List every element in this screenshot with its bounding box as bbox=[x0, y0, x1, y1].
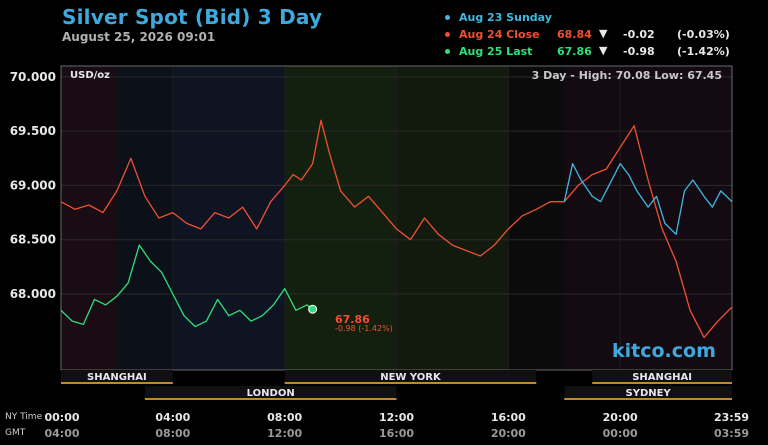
legend-change: -0.02 bbox=[623, 28, 655, 41]
y-tick-label: 69.000 bbox=[10, 178, 56, 192]
y-tick-label: 69.500 bbox=[10, 124, 56, 138]
session-shade bbox=[284, 66, 397, 370]
session-shade bbox=[396, 66, 509, 370]
session-label: SHANGHAI bbox=[632, 372, 692, 383]
y-tick-label: 68.000 bbox=[10, 287, 56, 301]
legend-dot bbox=[445, 15, 450, 20]
y-axis: 70.000 69.500 69.000 68.500 68.000 bbox=[10, 70, 56, 301]
x-tick-label-gmt: 12:00 bbox=[267, 427, 302, 440]
legend-label: Aug 24 Close bbox=[459, 28, 540, 41]
x-axis: 00:00 04:00 04:00 08:00 08:00 12:00 12:00 16:00… bbox=[5, 411, 749, 440]
chart-subtitle: August 25, 2026 09:01 bbox=[62, 30, 216, 44]
session-bg bbox=[144, 386, 397, 399]
x-tick-label-ny: 08:00 bbox=[267, 411, 302, 424]
x-tick-label-ny: 00:00 bbox=[44, 411, 79, 424]
session-shade bbox=[564, 66, 732, 370]
last-change-label: -0.98 (-1.42%) bbox=[335, 324, 393, 333]
x-tick-label-ny: 20:00 bbox=[603, 411, 638, 424]
unit-label: USD/oz bbox=[70, 70, 110, 81]
legend-price: 68.84 bbox=[557, 28, 592, 41]
legend-price: 67.86 bbox=[557, 45, 592, 58]
series-lines bbox=[60, 119, 733, 339]
x-tick-label-ny: 04:00 bbox=[155, 411, 190, 424]
session-shade bbox=[61, 66, 117, 370]
y-tick-label: 70.000 bbox=[10, 70, 56, 84]
y-tick-label: 68.500 bbox=[10, 233, 56, 247]
x-tick-label-gmt: 20:00 bbox=[491, 427, 526, 440]
session-shading bbox=[61, 66, 732, 370]
session-label: SYDNEY bbox=[626, 388, 672, 399]
session-bg bbox=[61, 370, 173, 383]
session-shade bbox=[508, 66, 565, 370]
session-bg bbox=[284, 370, 537, 383]
legend-change-pct: (-0.03%) bbox=[677, 28, 730, 41]
session-label: LONDON bbox=[247, 388, 295, 399]
last-price-marker bbox=[308, 304, 318, 314]
x-tick-label-gmt: 03:59 bbox=[714, 427, 749, 440]
gmt-label: GMT bbox=[5, 428, 26, 438]
gridlines bbox=[61, 66, 732, 370]
series-line-aug-25-last bbox=[60, 244, 313, 328]
x-tick-label-ny: 16:00 bbox=[491, 411, 526, 424]
ny-time-label: NY Time bbox=[5, 412, 43, 422]
session-bg bbox=[592, 370, 732, 383]
x-tick-label-gmt: 00:00 bbox=[603, 427, 638, 440]
x-tick-label-ny: 12:00 bbox=[379, 411, 414, 424]
x-tick-label-ny: 23:59 bbox=[714, 411, 749, 424]
legend-change: -0.98 bbox=[623, 45, 655, 58]
down-arrow-icon: ▼ bbox=[599, 27, 608, 40]
chart-title: Silver Spot (Bid) 3 Day bbox=[62, 5, 323, 29]
range-high-low: 3 Day - High: 70.08 Low: 67.45 bbox=[531, 69, 722, 82]
legend-change-pct: (-1.42%) bbox=[677, 45, 730, 58]
legend-dot bbox=[445, 49, 450, 54]
brand-logo: kitco.com bbox=[612, 340, 716, 362]
session-shade bbox=[116, 66, 173, 370]
series-line-aug-23-sunday bbox=[563, 163, 733, 235]
x-tick-label-gmt: 16:00 bbox=[379, 427, 414, 440]
session-label: NEW YORK bbox=[380, 372, 442, 383]
legend-label: Aug 23 Sunday bbox=[459, 11, 552, 24]
legend-dot bbox=[445, 32, 450, 37]
x-tick-label-gmt: 08:00 bbox=[155, 427, 190, 440]
last-price-label: 67.86 bbox=[335, 313, 370, 326]
legend-label: Aug 25 Last bbox=[459, 45, 533, 58]
session-label: SHANGHAI bbox=[87, 372, 147, 383]
session-bars: SHANGHAI LONDON NEW YORK SHANGHAI SYDNEY bbox=[61, 370, 732, 400]
series-line-aug-24-close bbox=[60, 119, 733, 339]
x-tick-label-gmt: 04:00 bbox=[44, 427, 79, 440]
down-arrow-icon: ▼ bbox=[599, 44, 608, 57]
session-bg bbox=[564, 386, 732, 399]
